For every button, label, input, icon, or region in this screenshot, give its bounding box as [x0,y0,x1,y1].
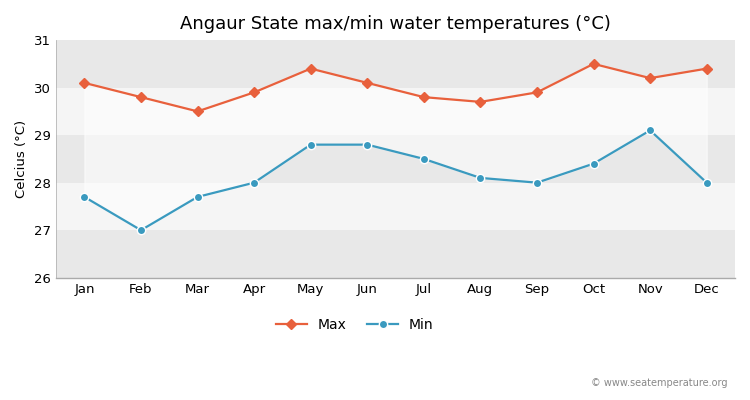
Bar [56,183,735,230]
Legend: Max, Min: Max, Min [271,312,440,337]
Title: Angaur State max/min water temperatures (°C): Angaur State max/min water temperatures … [180,15,611,33]
Bar [56,40,735,88]
Bar [56,135,735,183]
Text: © www.seatemperature.org: © www.seatemperature.org [591,378,728,388]
Bar [56,230,735,278]
Y-axis label: Celcius (°C): Celcius (°C) [15,120,28,198]
Bar [56,88,735,135]
